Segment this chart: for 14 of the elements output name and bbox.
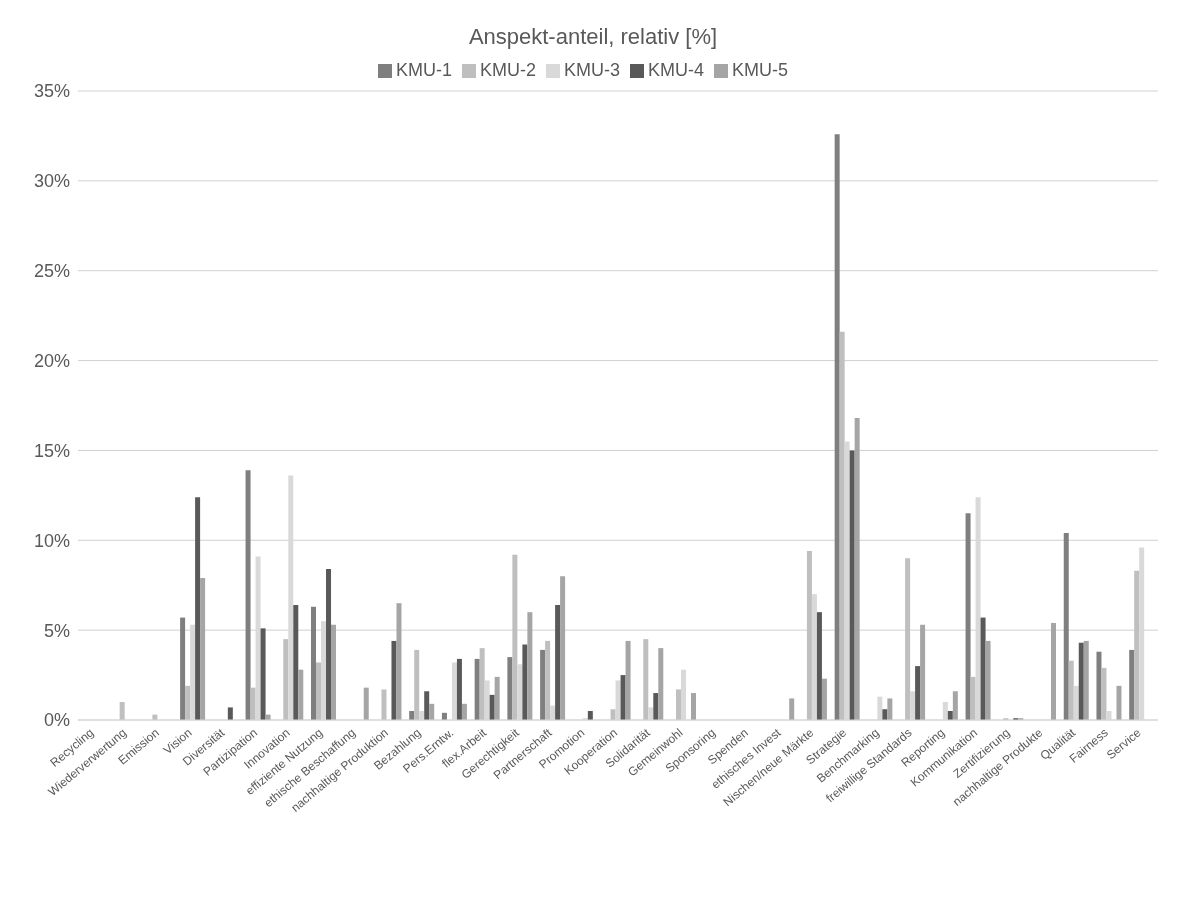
- y-tick-label: 0%: [43, 710, 70, 731]
- y-tick-label: 15%: [33, 440, 70, 461]
- legend-label: KMU-2: [479, 60, 536, 80]
- legend-label: KMU-4: [648, 60, 705, 80]
- y-tick-label: 10%: [33, 530, 70, 551]
- y-tick-label: 20%: [33, 350, 70, 371]
- y-tick-label: 5%: [43, 620, 70, 641]
- legend-label: KMU-5: [732, 60, 789, 80]
- y-tick-label: 30%: [33, 171, 70, 192]
- y-tick-label: 25%: [33, 261, 70, 282]
- legend-label: KMU-1: [395, 60, 452, 80]
- y-tick-label: 35%: [33, 81, 70, 102]
- chart-title: Anspekt-anteil, relativ [%]: [467, 23, 719, 50]
- legend-label: KMU-3: [563, 60, 620, 80]
